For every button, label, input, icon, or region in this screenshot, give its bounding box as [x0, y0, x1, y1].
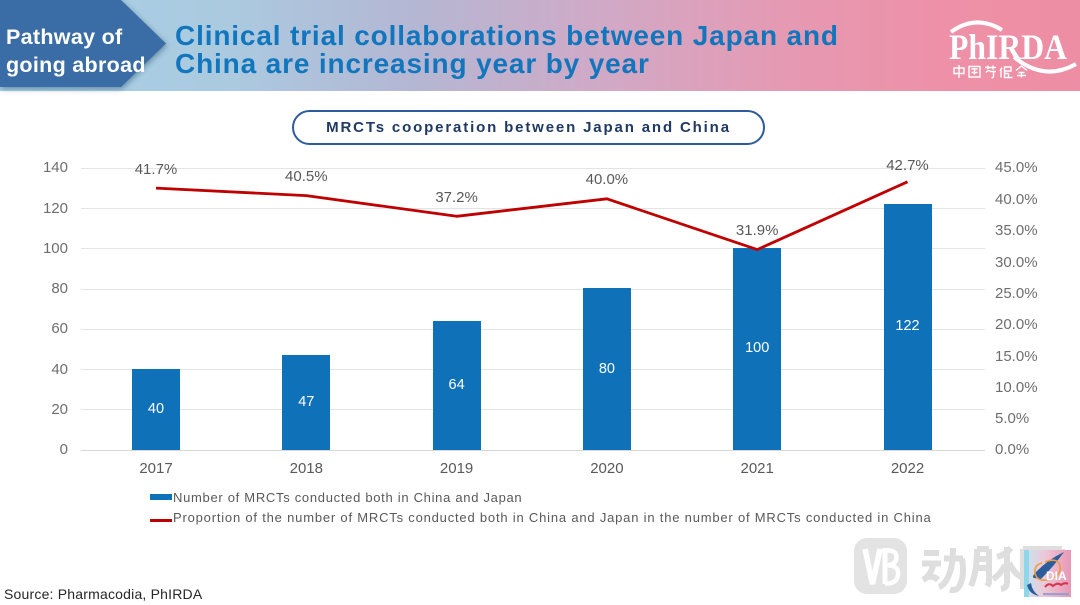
svg-text:DIA: DIA — [1046, 569, 1067, 583]
svg-text:PhIRDA: PhIRDA — [949, 27, 1067, 67]
